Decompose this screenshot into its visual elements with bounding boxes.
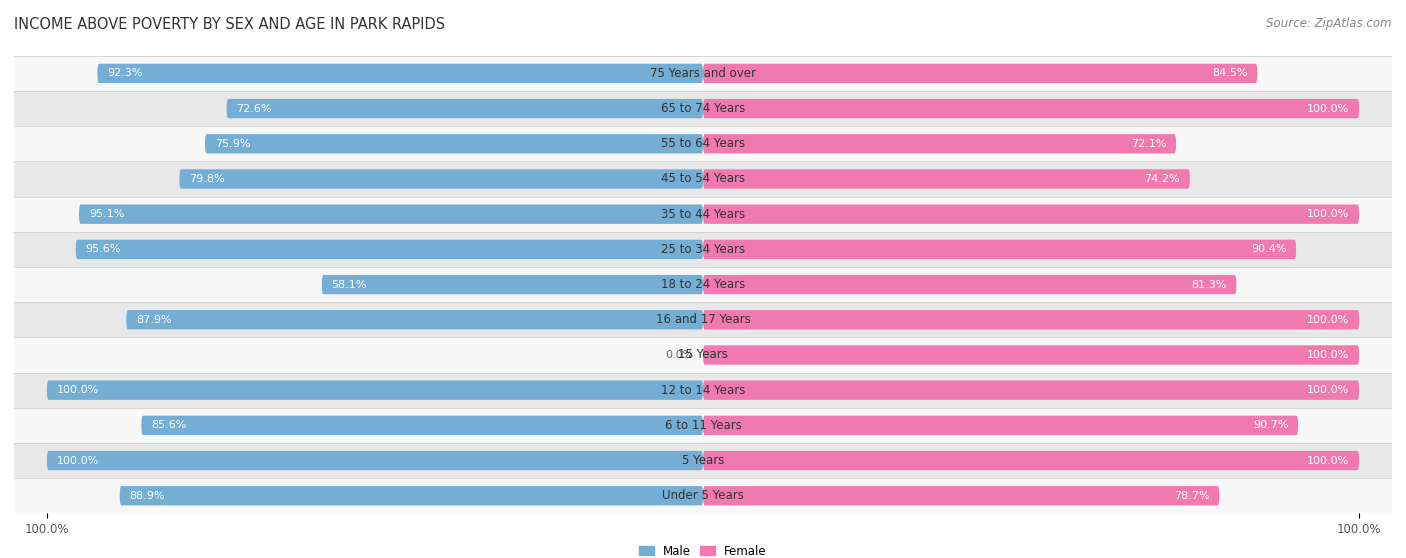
Text: 45 to 54 Years: 45 to 54 Years [661,172,745,185]
Text: 72.6%: 72.6% [236,104,271,114]
Bar [14,478,1392,513]
Text: INCOME ABOVE POVERTY BY SEX AND AGE IN PARK RAPIDS: INCOME ABOVE POVERTY BY SEX AND AGE IN P… [14,17,446,32]
FancyBboxPatch shape [97,64,703,83]
Text: 55 to 64 Years: 55 to 64 Years [661,137,745,150]
Text: 78.7%: 78.7% [1174,491,1209,501]
Text: 100.0%: 100.0% [56,385,98,395]
Bar [14,338,1392,373]
Text: 15 Years: 15 Years [678,349,728,362]
Legend: Male, Female: Male, Female [634,540,772,558]
FancyBboxPatch shape [703,240,1296,259]
FancyBboxPatch shape [703,416,1298,435]
Text: 90.4%: 90.4% [1251,244,1286,254]
Bar [14,91,1392,126]
FancyBboxPatch shape [46,451,703,470]
FancyBboxPatch shape [703,205,1360,224]
FancyBboxPatch shape [76,240,703,259]
FancyBboxPatch shape [120,486,703,506]
Bar [14,126,1392,161]
FancyBboxPatch shape [703,64,1257,83]
Text: 100.0%: 100.0% [1308,209,1350,219]
FancyBboxPatch shape [703,169,1189,189]
Text: 85.6%: 85.6% [152,420,187,430]
Bar [14,161,1392,196]
FancyBboxPatch shape [142,416,703,435]
Bar [14,443,1392,478]
FancyBboxPatch shape [703,134,1175,153]
Text: 65 to 74 Years: 65 to 74 Years [661,102,745,115]
FancyBboxPatch shape [703,275,1236,294]
Text: 100.0%: 100.0% [56,455,98,465]
Text: 100.0%: 100.0% [1308,455,1350,465]
FancyBboxPatch shape [703,310,1360,329]
Text: 100.0%: 100.0% [1308,104,1350,114]
Text: 75.9%: 75.9% [215,139,250,149]
Text: 88.9%: 88.9% [129,491,165,501]
Text: Under 5 Years: Under 5 Years [662,489,744,502]
Text: 74.2%: 74.2% [1144,174,1180,184]
Bar [14,232,1392,267]
Text: 100.0%: 100.0% [1308,350,1350,360]
Text: 79.8%: 79.8% [190,174,225,184]
Text: 35 to 44 Years: 35 to 44 Years [661,208,745,220]
Bar [14,373,1392,408]
Text: 81.3%: 81.3% [1191,280,1226,290]
Text: 84.5%: 84.5% [1212,69,1247,78]
Text: 87.9%: 87.9% [136,315,172,325]
Text: 72.1%: 72.1% [1130,139,1166,149]
Text: 6 to 11 Years: 6 to 11 Years [665,419,741,432]
FancyBboxPatch shape [703,486,1219,506]
FancyBboxPatch shape [703,381,1360,400]
FancyBboxPatch shape [205,134,703,153]
FancyBboxPatch shape [46,381,703,400]
FancyBboxPatch shape [703,99,1360,118]
Bar [14,196,1392,232]
Bar [14,267,1392,302]
FancyBboxPatch shape [703,345,1360,365]
Text: 25 to 34 Years: 25 to 34 Years [661,243,745,256]
FancyBboxPatch shape [79,205,703,224]
Text: 16 and 17 Years: 16 and 17 Years [655,313,751,326]
FancyBboxPatch shape [322,275,703,294]
Text: 95.6%: 95.6% [86,244,121,254]
Text: 12 to 14 Years: 12 to 14 Years [661,384,745,397]
Text: 95.1%: 95.1% [89,209,124,219]
Text: 90.7%: 90.7% [1253,420,1288,430]
FancyBboxPatch shape [127,310,703,329]
FancyBboxPatch shape [703,451,1360,470]
Text: 100.0%: 100.0% [1308,385,1350,395]
Text: 100.0%: 100.0% [1308,315,1350,325]
Bar [14,408,1392,443]
FancyBboxPatch shape [180,169,703,189]
Text: 18 to 24 Years: 18 to 24 Years [661,278,745,291]
Text: Source: ZipAtlas.com: Source: ZipAtlas.com [1267,17,1392,30]
Text: 75 Years and over: 75 Years and over [650,67,756,80]
FancyBboxPatch shape [226,99,703,118]
Text: 0.0%: 0.0% [665,350,693,360]
Bar [14,56,1392,91]
Text: 58.1%: 58.1% [332,280,367,290]
Text: 92.3%: 92.3% [107,69,143,78]
Text: 5 Years: 5 Years [682,454,724,467]
Bar [14,302,1392,338]
